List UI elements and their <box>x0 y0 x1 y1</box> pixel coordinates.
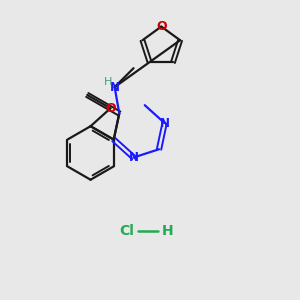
Text: Cl: Cl <box>119 224 134 238</box>
Text: H: H <box>103 77 112 87</box>
Text: O: O <box>105 102 116 115</box>
Text: H: H <box>162 224 173 238</box>
Text: N: N <box>160 117 170 130</box>
Text: N: N <box>110 81 120 94</box>
Text: N: N <box>129 151 139 164</box>
Text: O: O <box>156 20 166 33</box>
